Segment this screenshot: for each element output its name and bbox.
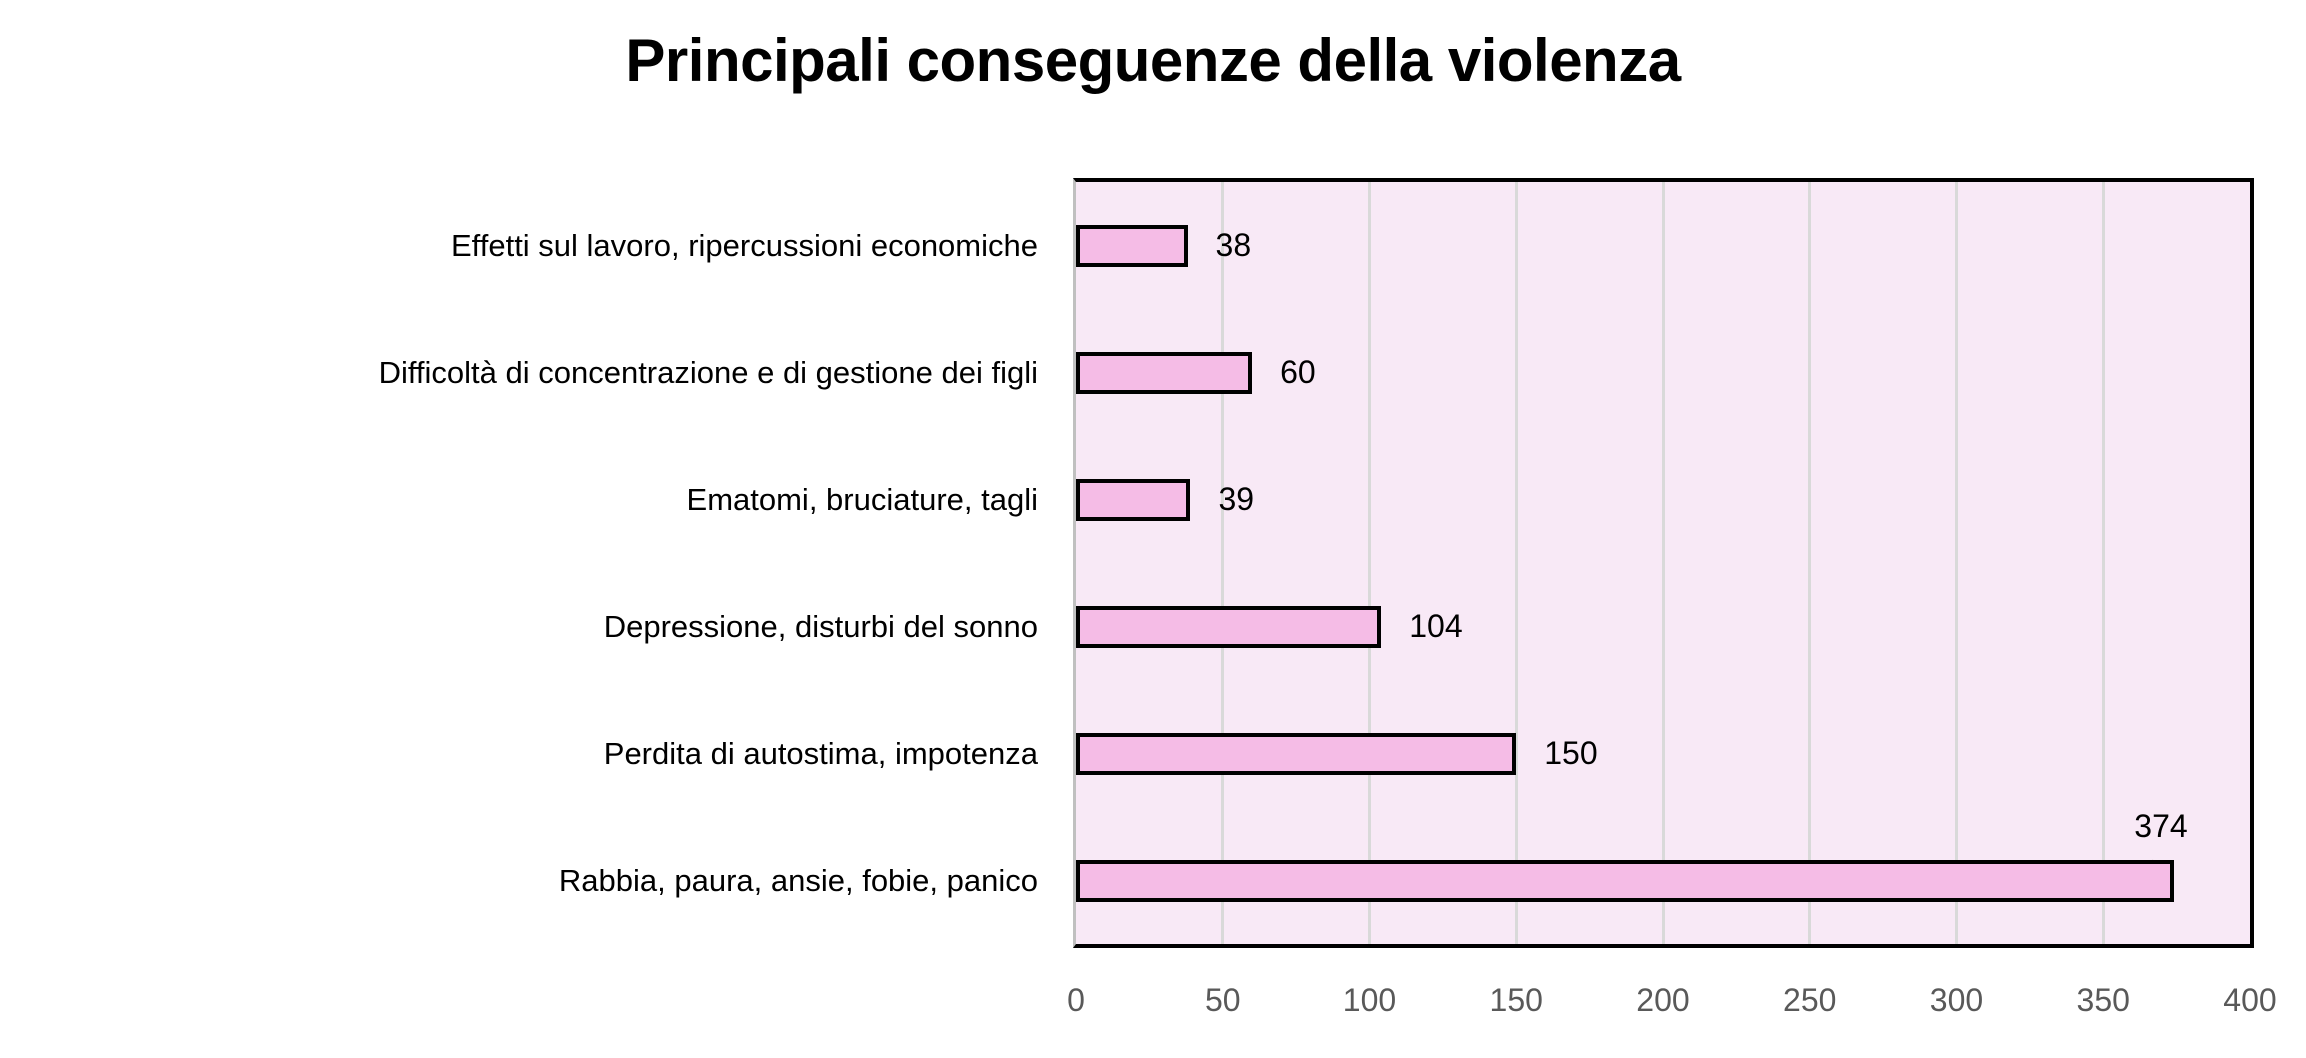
category-label: Effetti sul lavoro, ripercussioni econom…	[451, 227, 1038, 263]
bar-value-label: 39	[1218, 481, 1255, 517]
category-label: Depressione, disturbi del sonno	[603, 608, 1038, 644]
bar	[1076, 478, 1191, 521]
x-tick-label: 0	[1067, 982, 1085, 1018]
x-tick-label: 400	[2223, 982, 2277, 1018]
x-tick-label: 150	[1489, 982, 1543, 1018]
category-label: Difficoltà di concentrazione e di gestio…	[378, 354, 1038, 390]
gridline	[1221, 182, 1225, 944]
x-tick-label: 100	[1342, 982, 1397, 1018]
chart-title: Principali conseguenze della violenza	[625, 27, 1681, 94]
bar-value-label: 38	[1215, 227, 1252, 263]
bar	[1076, 732, 1517, 775]
bar	[1076, 351, 1253, 394]
gridline	[1368, 182, 1371, 944]
bar	[1076, 605, 1382, 648]
x-tick-label: 50	[1204, 982, 1241, 1018]
category-label: Perdita di autostima, impotenza	[603, 735, 1038, 771]
x-tick-label: 250	[1783, 982, 1837, 1018]
bar-value-label: 60	[1280, 354, 1316, 390]
value-axis: 0 50 100 150 200 250 300 350 400	[1067, 982, 2277, 1028]
x-tick-label: 200	[1636, 982, 1690, 1018]
bar-value-label: 374	[2134, 807, 2188, 844]
gridline	[2101, 182, 2105, 944]
gridline	[1514, 182, 1518, 944]
gridline	[1661, 182, 1665, 944]
bar	[1076, 224, 1188, 267]
bar-value-label: 104	[1409, 608, 1463, 644]
category-label: Rabbia, paura, ansie, fobie, panico	[558, 862, 1038, 898]
gridline	[1955, 182, 1958, 944]
bar	[1076, 859, 2174, 902]
gridline	[1808, 182, 1812, 944]
category-axis: Effetti sul lavoro, ripercussioni econom…	[0, 182, 1038, 944]
x-tick-label: 350	[2076, 982, 2130, 1018]
bar-value-label: 150	[1544, 735, 1598, 771]
category-label: Ematomi, bruciature, tagli	[686, 481, 1038, 517]
x-tick-label: 300	[1929, 982, 1984, 1018]
plot-area: 38 60 39 104 150 374	[1073, 178, 2254, 948]
